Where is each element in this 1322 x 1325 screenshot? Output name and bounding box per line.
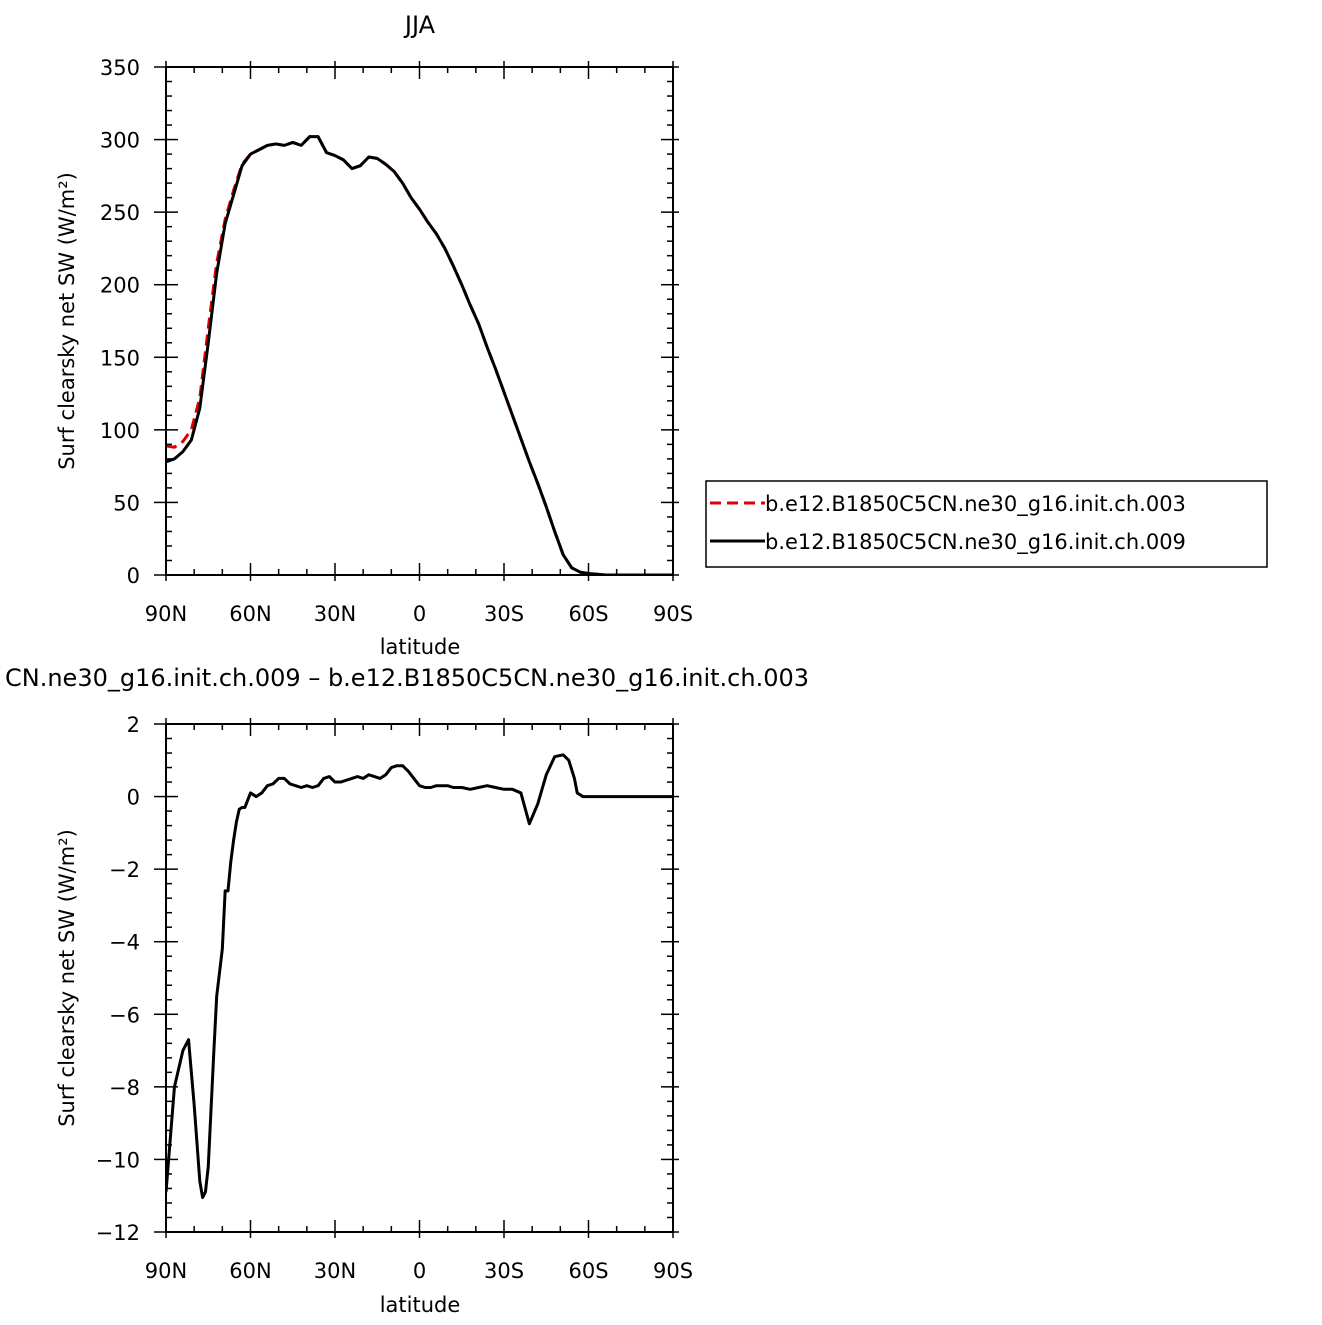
plot-1-series-line-0 — [166, 753, 673, 1200]
plot-0-x-tick-label: 60S — [568, 602, 608, 626]
legend-entry-series-003: b.e12.B1850C5CN.ne30_g16.init.ch.003 — [765, 492, 1186, 517]
top-plot-x-axis-label: latitude — [380, 635, 461, 659]
plot-0-y-tick-label: 350 — [100, 56, 140, 80]
plot-0-y-tick-label: 100 — [100, 419, 140, 443]
plot-1-y-tick-label: 0 — [127, 786, 140, 810]
plot-1-y-tick-label: −8 — [109, 1076, 140, 1100]
plot-1-y-tick-label: −10 — [96, 1148, 140, 1172]
plot-0-x-tick-label: 0 — [413, 602, 426, 626]
plot-1-y-tick-label: −6 — [109, 1003, 140, 1027]
plot-0-y-tick-label: 150 — [100, 346, 140, 370]
plot-1-x-tick-label: 30N — [314, 1259, 356, 1283]
plot-1-y-tick-label: 2 — [127, 713, 140, 737]
top-plot: JJA latitude Surf clearsky net SW (W/m²) — [55, 11, 460, 659]
plot-0-marks: 90N 60N 30N 0 30S 60S 90S 0 50 100 150 200 250 300 350 — [100, 56, 693, 626]
plot-1-x-tick-label: 60S — [568, 1259, 608, 1283]
bottom-plot-x-axis-label: latitude — [380, 1293, 461, 1317]
plot-1-x-tick-label: 90N — [145, 1259, 187, 1283]
plot-0-y-tick-label: 250 — [100, 201, 140, 225]
plot-0-x-tick-label: 60N — [229, 602, 271, 626]
plot-0-x-tick-label: 30S — [484, 602, 524, 626]
plot-0-y-tick-label: 50 — [113, 491, 140, 515]
plot-1-marks: 90N 60N 30N 0 30S 60S 90S −12 −10 −8 −6 −4 −2 0 2 — [96, 713, 693, 1283]
plot-1-y-tick-label: −4 — [109, 931, 140, 955]
plot-0-x-tick-label: 30N — [314, 602, 356, 626]
plot-1-frame — [165, 723, 674, 1233]
plot-0-series-line-0 — [166, 135, 673, 575]
plot-1-y-tick-label: −2 — [109, 858, 140, 882]
plot-0-x-tick-label: 90S — [653, 602, 693, 626]
plot-0-y-tick-label: 300 — [100, 129, 140, 153]
legend-entry-series-009: b.e12.B1850C5CN.ne30_g16.init.ch.009 — [765, 530, 1186, 555]
bottom-plot-title: CN.ne30_g16.init.ch.009 – b.e12.B1850C5C… — [5, 664, 809, 692]
plot-0-y-tick-label: 0 — [127, 564, 140, 588]
plot-0-series-line-1 — [166, 135, 673, 575]
plot-0-y-tick-label: 200 — [100, 274, 140, 298]
plot-1-x-tick-label: 0 — [413, 1259, 426, 1283]
top-plot-legend: b.e12.B1850C5CN.ne30_g16.init.ch.003 b.e… — [705, 480, 1268, 568]
plot-1-y-tick-label: −12 — [96, 1221, 140, 1245]
top-plot-title: JJA — [403, 11, 436, 39]
legend-box — [705, 480, 1268, 568]
bottom-plot: CN.ne30_g16.init.ch.009 – b.e12.B1850C5C… — [5, 664, 809, 1317]
bottom-plot-y-axis-label: Surf clearsky net SW (W/m²) — [55, 829, 79, 1127]
plot-1-x-tick-label: 90S — [653, 1259, 693, 1283]
plot-1-x-tick-label: 30S — [484, 1259, 524, 1283]
plot-1-x-tick-label: 60N — [229, 1259, 271, 1283]
plot-0-frame — [165, 66, 674, 576]
top-plot-y-axis-label: Surf clearsky net SW (W/m²) — [55, 172, 79, 470]
plot-0-x-tick-label: 90N — [145, 602, 187, 626]
